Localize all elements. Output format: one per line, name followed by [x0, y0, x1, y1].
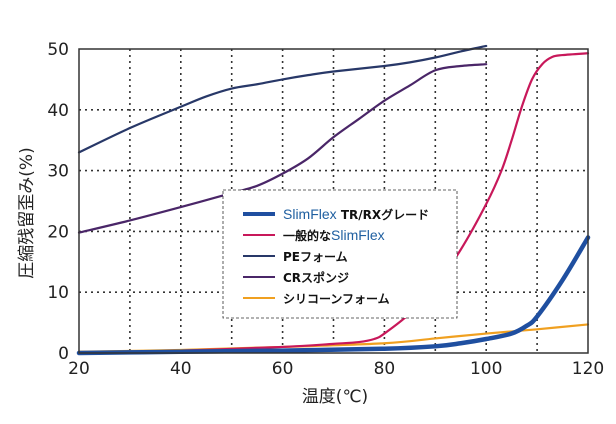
series-line-3	[77, 63, 488, 234]
y-tick-label: 10	[47, 283, 69, 303]
legend-label-0: SlimFlex TR/RXグレード	[283, 206, 429, 222]
legend-label-1: 一般的なSlimFlex	[283, 227, 385, 243]
x-tick-label: 60	[272, 359, 294, 379]
x-axis-title: 温度(℃)	[302, 387, 368, 407]
y-tick-label: 40	[47, 101, 69, 121]
x-tick-label: 120	[572, 359, 604, 379]
x-tick-label: 80	[374, 359, 396, 379]
legend-box	[222, 189, 458, 319]
y-tick-label: 30	[47, 162, 69, 182]
x-tick-label: 20	[68, 359, 90, 379]
y-tick-label: 50	[47, 40, 69, 60]
tick-labels: 20 40 60 80 100 120 0 10 20 30 40 50	[47, 40, 604, 379]
legend-label-2: PEフォーム	[283, 250, 348, 264]
x-tick-label: 40	[170, 359, 192, 379]
y-tick-label: 0	[58, 344, 69, 364]
series-line-0	[76, 235, 591, 356]
plot-border	[78, 48, 589, 354]
plot-frame	[78, 48, 589, 354]
y-axis-title: 圧縮残留歪み(%)	[17, 147, 37, 278]
series-line-2	[77, 44, 488, 154]
legend-label-4: シリコーンフォーム	[283, 292, 390, 306]
legend-label-3: CRスポンジ	[283, 270, 349, 285]
x-tick-label: 100	[470, 359, 502, 379]
y-tick-label: 20	[47, 222, 69, 242]
